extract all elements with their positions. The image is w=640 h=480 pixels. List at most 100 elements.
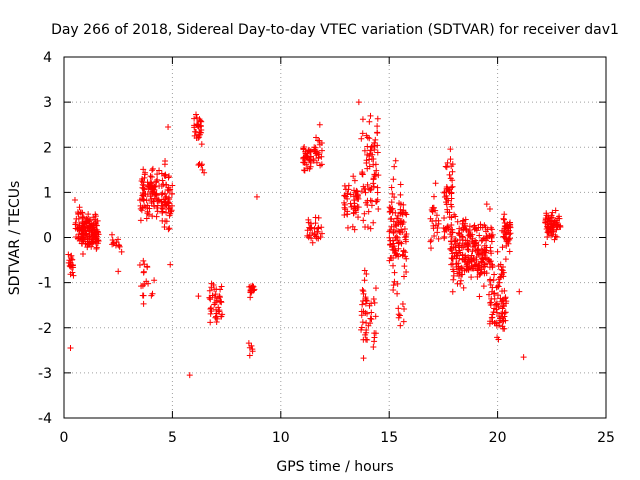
- data-point: [138, 207, 145, 214]
- data-point: [166, 225, 173, 232]
- data-point: [350, 173, 357, 180]
- data-point: [480, 256, 487, 263]
- data-point: [494, 248, 501, 255]
- data-point: [191, 115, 198, 122]
- data-point: [94, 240, 101, 247]
- data-point: [307, 220, 314, 227]
- data-point: [502, 256, 509, 263]
- data-point: [549, 224, 556, 231]
- data-point: [213, 318, 220, 325]
- data-point: [112, 242, 119, 249]
- data-point: [359, 171, 366, 178]
- data-point: [395, 314, 402, 321]
- data-point: [162, 171, 169, 178]
- data-point: [167, 204, 174, 211]
- x-tick-labels: 0 5 10 15 20 25: [60, 430, 615, 446]
- data-point: [312, 220, 319, 227]
- data-point: [397, 322, 404, 329]
- data-point: [389, 190, 396, 197]
- data-point: [428, 237, 435, 244]
- data-point: [401, 226, 408, 233]
- data-point: [309, 239, 316, 246]
- data-point: [365, 208, 372, 215]
- data-point: [542, 241, 549, 248]
- data-point: [364, 181, 371, 188]
- data-point: [193, 111, 200, 118]
- data-point: [386, 234, 393, 241]
- data-point: [208, 280, 215, 287]
- data-point: [441, 189, 448, 196]
- data-point: [476, 232, 483, 239]
- data-point: [87, 217, 94, 224]
- grid: [64, 57, 606, 418]
- data-point: [501, 325, 508, 332]
- data-point: [364, 310, 371, 317]
- y-tick-label: -3: [38, 366, 52, 382]
- data-point: [345, 182, 352, 189]
- data-point: [142, 190, 149, 197]
- data-point: [397, 201, 404, 208]
- data-point: [443, 164, 450, 171]
- data-point: [75, 211, 82, 218]
- data-point: [460, 217, 467, 224]
- data-point: [198, 161, 205, 168]
- data-point: [549, 209, 556, 216]
- data-point: [390, 229, 397, 236]
- data-point: [373, 167, 380, 174]
- y-tick-labels: -4 -3 -2 -1 0 1 2 3 4: [38, 50, 52, 427]
- data-point: [372, 330, 379, 337]
- data-point: [364, 224, 371, 231]
- data-point: [140, 196, 147, 203]
- data-point: [136, 261, 143, 268]
- y-tick-label: 3: [43, 95, 52, 111]
- data-point: [393, 233, 400, 240]
- data-point: [303, 154, 310, 161]
- data-point: [161, 224, 168, 231]
- data-point: [491, 295, 498, 302]
- data-point: [465, 242, 472, 249]
- data-point: [466, 233, 473, 240]
- data-point: [163, 209, 170, 216]
- data-point: [441, 189, 448, 196]
- data-point: [450, 276, 457, 283]
- data-point: [137, 217, 144, 224]
- data-point: [476, 293, 483, 300]
- data-point: [85, 218, 92, 225]
- data-point: [497, 261, 504, 268]
- data-point: [488, 299, 495, 306]
- data-point: [371, 338, 378, 345]
- data-point: [197, 117, 204, 124]
- data-point: [388, 223, 395, 230]
- data-point: [142, 169, 149, 176]
- data-point: [501, 211, 508, 218]
- data-point: [65, 251, 72, 258]
- data-point: [443, 192, 450, 199]
- data-point: [475, 262, 482, 269]
- y-tick-label: 0: [43, 231, 52, 247]
- y-tick-label: -2: [38, 321, 52, 337]
- data-point: [375, 205, 382, 212]
- data-point: [500, 233, 507, 240]
- data-point: [248, 288, 255, 295]
- data-point: [162, 158, 169, 165]
- data-point: [545, 227, 552, 234]
- data-point: [216, 298, 223, 305]
- data-point: [397, 181, 404, 188]
- data-point: [394, 280, 401, 287]
- data-point: [503, 236, 510, 243]
- data-point: [311, 144, 318, 151]
- data-point: [364, 197, 371, 204]
- data-point: [315, 155, 322, 162]
- data-point: [505, 240, 512, 247]
- data-point: [207, 296, 214, 303]
- data-point: [79, 235, 86, 242]
- data-point: [450, 272, 457, 279]
- data-point: [441, 215, 448, 222]
- data-point: [89, 240, 96, 247]
- data-point: [502, 295, 509, 302]
- data-point: [367, 225, 374, 232]
- data-point: [195, 293, 202, 300]
- data-point: [390, 262, 397, 269]
- data-point: [370, 183, 377, 190]
- data-point: [552, 207, 559, 214]
